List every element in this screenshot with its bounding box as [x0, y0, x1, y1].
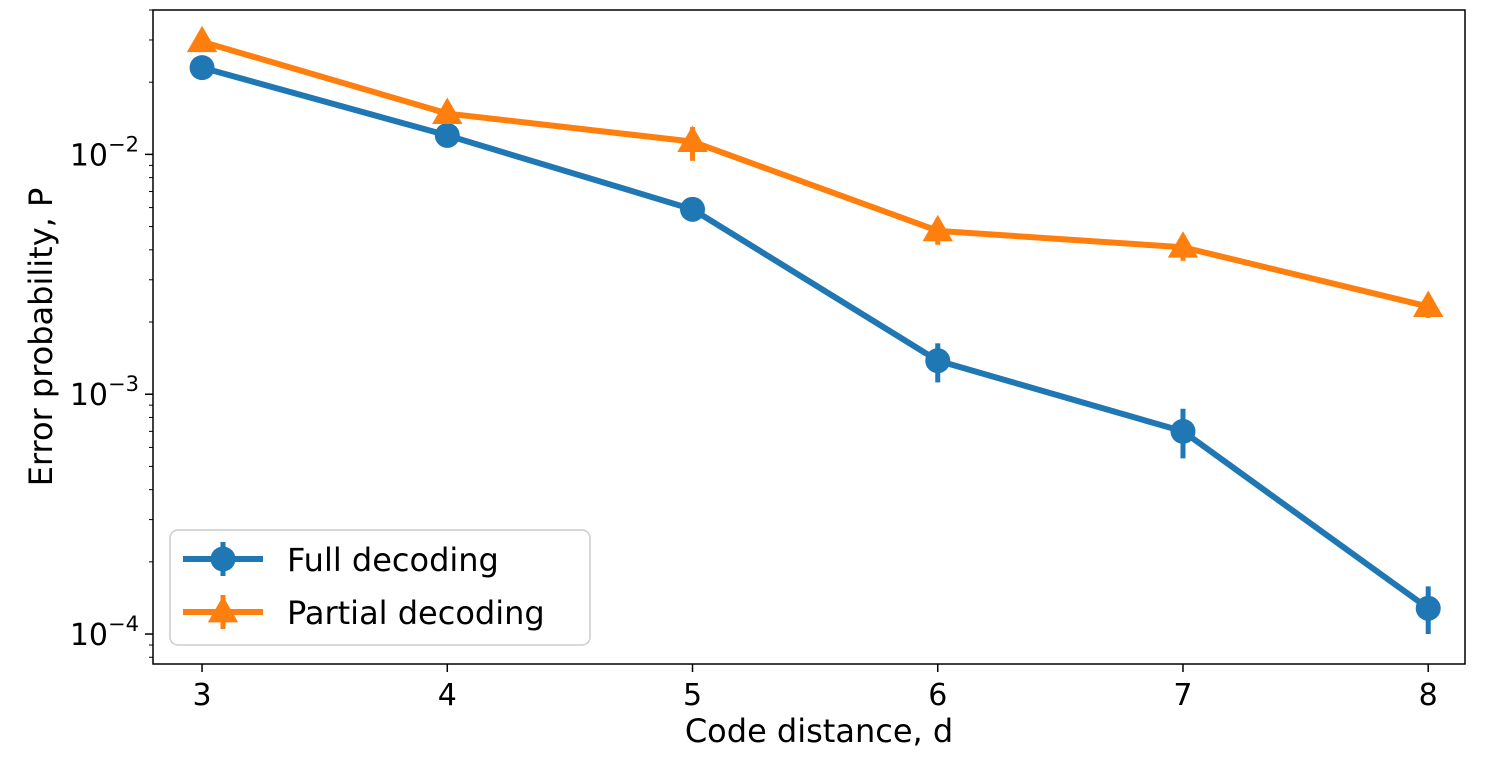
y-axis-label: Error probability, P [22, 188, 60, 487]
legend-label: Partial decoding [287, 594, 545, 632]
data-point [925, 348, 951, 374]
data-point [1413, 290, 1444, 317]
legend-frame [169, 529, 591, 646]
data-point [680, 196, 706, 222]
data-point [1170, 418, 1196, 444]
data-point [1415, 595, 1441, 621]
x-tick-label: 5 [683, 678, 702, 713]
x-tick-label: 7 [1173, 678, 1192, 713]
x-tick-label: 4 [438, 678, 457, 713]
data-point [186, 25, 218, 53]
x-axis-ticks: 3 4 5 6 7 8 [192, 664, 1438, 713]
legend-marker [210, 546, 236, 572]
y-tick-label: 10−4 [70, 612, 139, 653]
series-line [201, 64, 1430, 611]
legend-marker [207, 596, 239, 623]
y-tick-label: 10−2 [70, 132, 139, 173]
data-point [1167, 231, 1199, 258]
series-1 [189, 55, 1441, 635]
legend: Full decoding Partial decoding [169, 529, 591, 646]
series-2 [186, 25, 1444, 318]
plot-area-frame [152, 9, 1466, 665]
legend-entry: Full decoding [183, 541, 499, 579]
series-line [201, 38, 1429, 310]
y-axis-ticks: 10−2 10−3 10−4 [70, 9, 153, 658]
data-point [434, 122, 460, 148]
series-layer [186, 25, 1444, 635]
legend-entry: Partial decoding [183, 594, 545, 632]
x-tick-label: 3 [192, 678, 211, 713]
legend-label: Full decoding [287, 541, 499, 579]
data-point [922, 214, 953, 242]
data-point [432, 97, 463, 124]
x-tick-label: 6 [928, 678, 947, 713]
data-point [677, 125, 708, 153]
x-axis-label: Code distance, d [685, 712, 953, 750]
x-tick-label: 8 [1419, 678, 1438, 713]
y-tick-label: 10−3 [70, 372, 139, 413]
data-point [189, 55, 215, 81]
